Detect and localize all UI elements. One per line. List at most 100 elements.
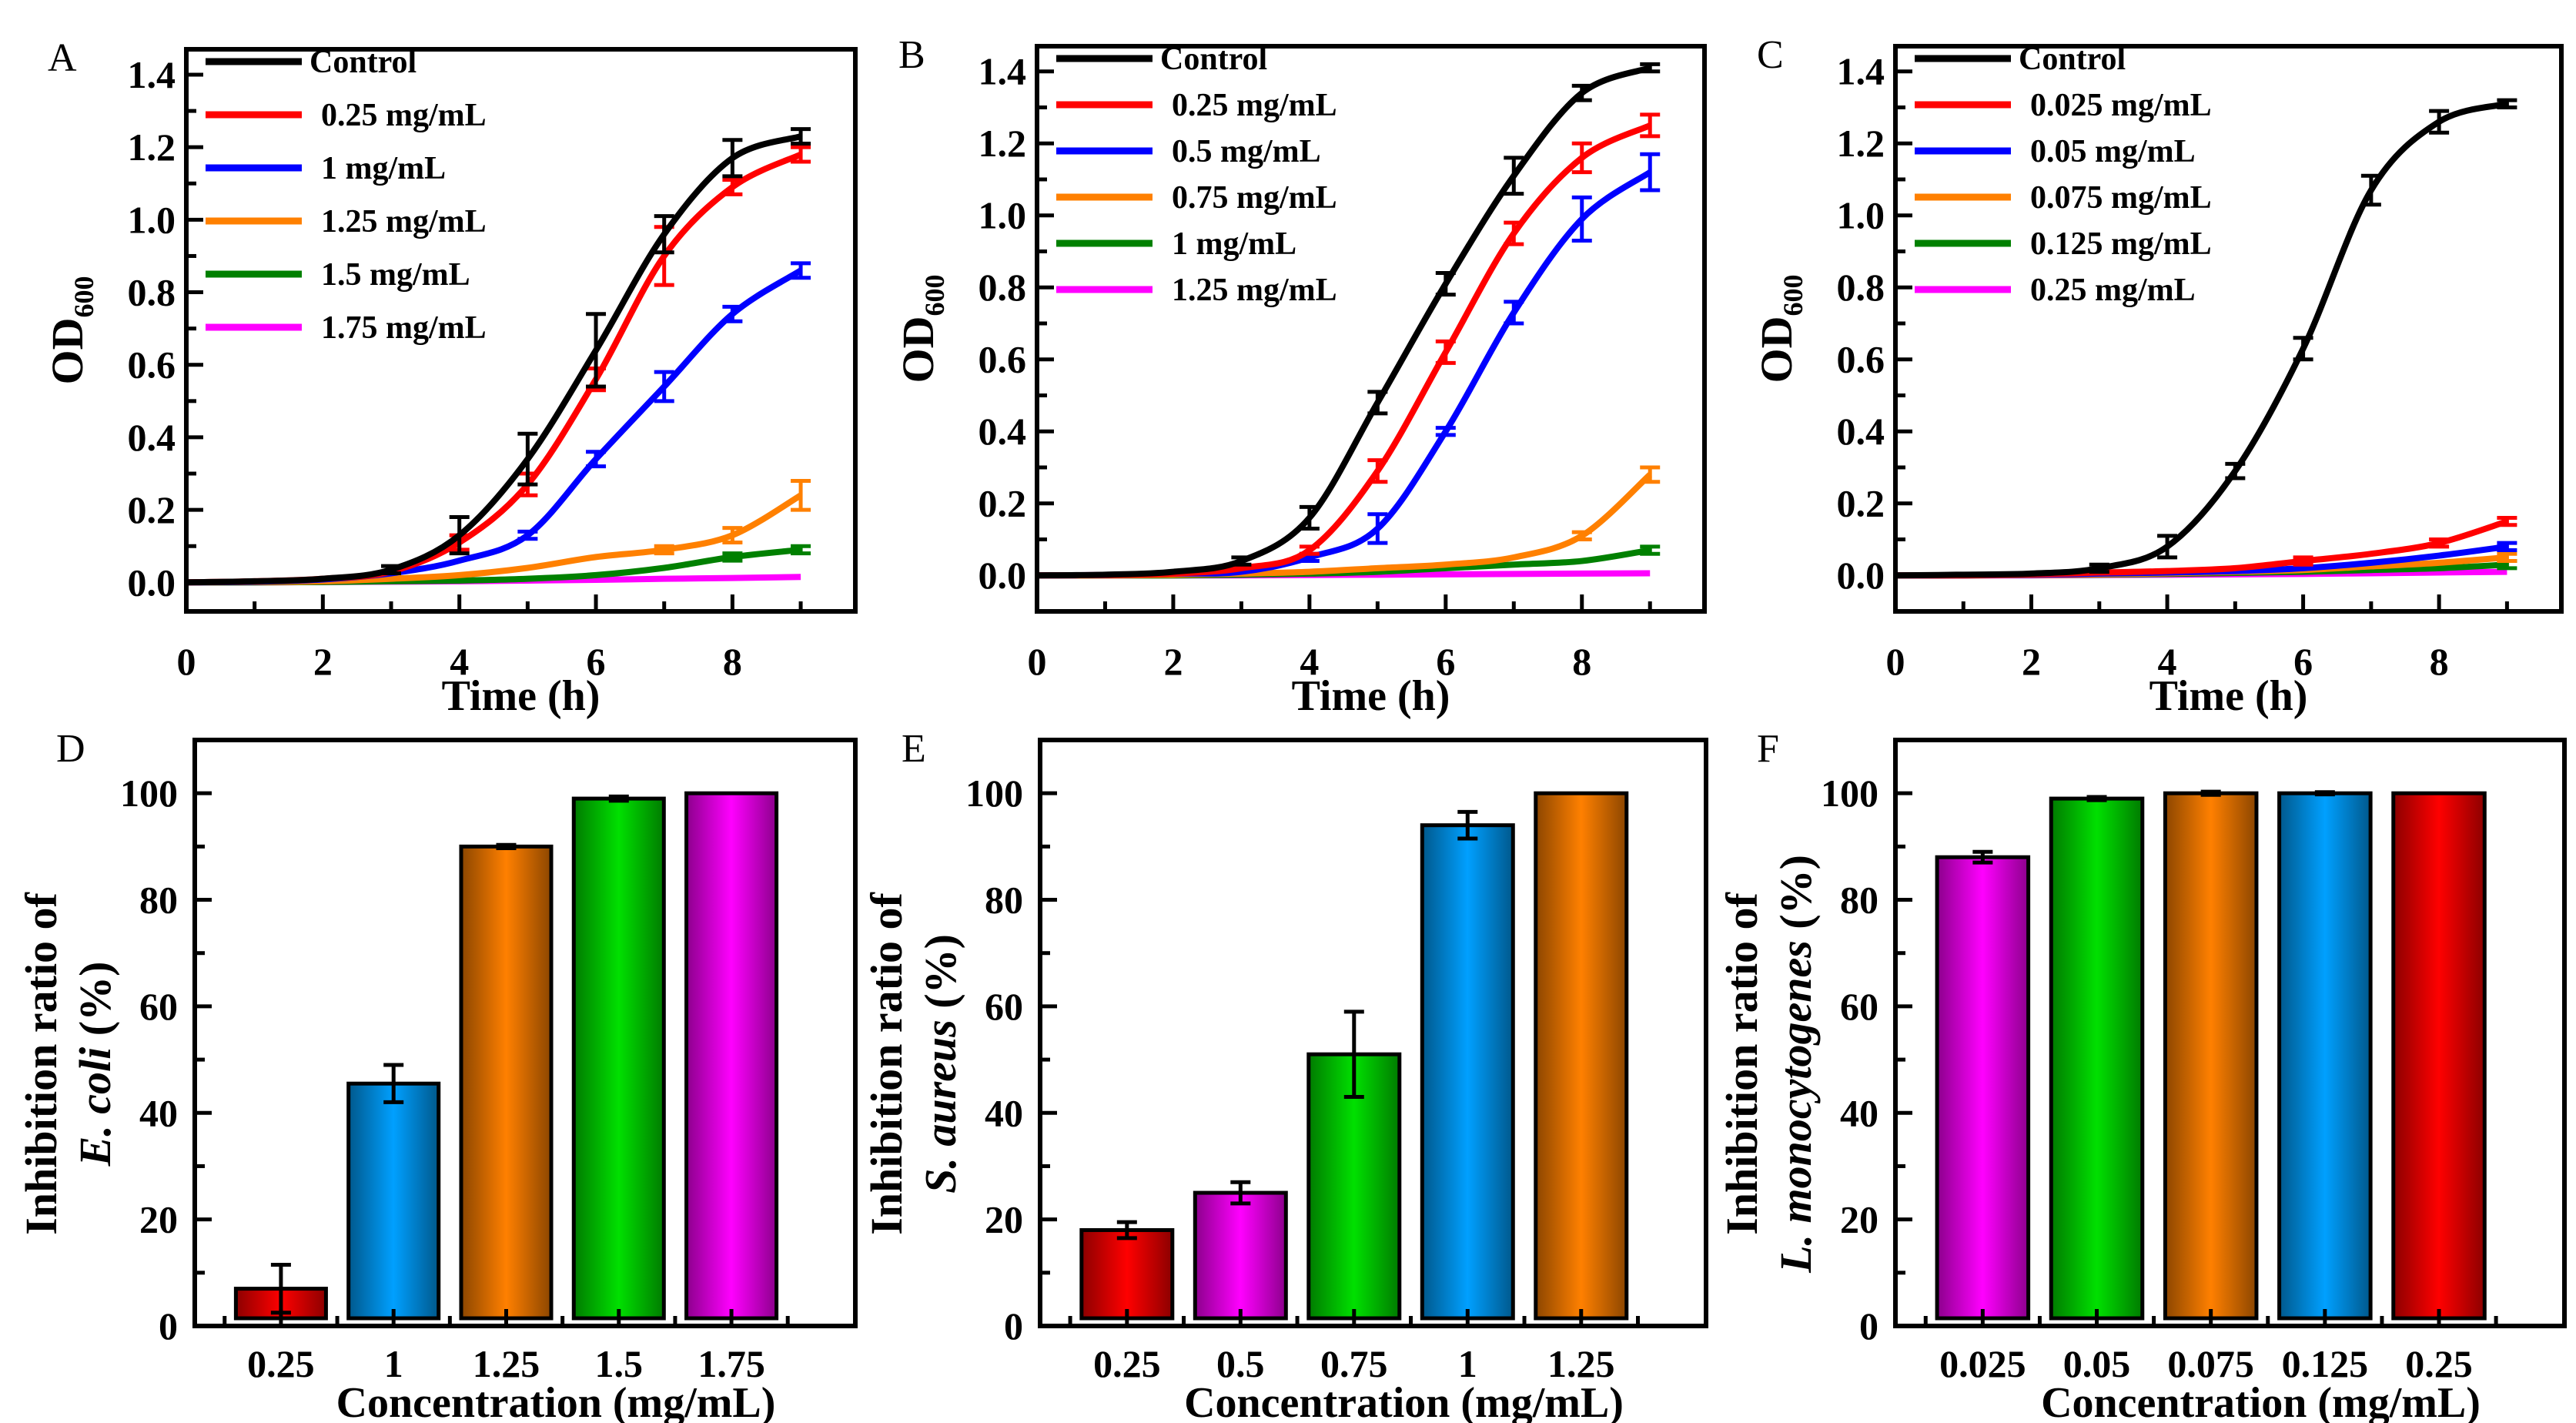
y-axis-title-subscript: 600 [919,275,950,316]
error-bar [1299,544,1320,556]
series-line [1036,122,1651,579]
y-axis-title-line1: Inhibition ratio of [1717,892,1767,1234]
error-bar [654,370,674,403]
x-tick-label: 6 [2293,640,2313,683]
y-tick-label: 0.2 [1837,482,1885,525]
error-bar [1230,1180,1251,1206]
y-axis-title-line2: S. aureus (%) [915,934,965,1194]
y-tick-label: 0.4 [1837,410,1885,453]
y-tick-label: 0.4 [979,410,1027,453]
bar [2277,791,2373,1321]
y-tick-label: 1.2 [1837,122,1885,165]
y-tick-label: 20 [985,1198,1023,1241]
legend: Control 0.25 mg/mL 0.5 mg/mL 0.75 mg/mL 1 mg… [1056,42,1337,308]
error-bar [517,431,538,487]
bar [571,796,666,1321]
bar [2391,791,2487,1321]
series-line [1036,65,1651,579]
bar [1420,823,1515,1321]
x-tick-label: 0.075 [2167,1342,2254,1385]
error-bar [381,564,402,576]
x-tick-label: 1 [1458,1342,1477,1385]
bar [2049,796,2145,1321]
error-bar [383,1063,404,1104]
y-tick-label: 40 [1840,1091,1878,1134]
legend-label: 1.25 mg/mL [1172,273,1337,308]
y-tick-label: 0.0 [979,554,1027,597]
y-axis-title-subscript: 600 [1778,275,1808,316]
error-bar [1640,465,1661,484]
x-tick-label: 0.125 [2282,1342,2369,1385]
series-line [186,492,803,586]
panel-d: D 0.25 1 1.25 1.5 1.75 0 20 40 60 80 100 Concentrati… [16,727,858,1423]
error-bar [2497,551,2517,564]
error-bar [586,450,607,469]
y-tick-label: 1.2 [979,122,1027,165]
y-axis-title-unit: (%) [70,962,120,1047]
plot-frame [192,738,858,1328]
y-axis-title-line2: L. monocytogenes (%) [1771,855,1821,1274]
y-tick-label: 1.4 [1837,50,1885,93]
error-bar [722,178,743,196]
y-tick-label: 0 [1859,1304,1878,1348]
y-tick-label: 0.8 [979,266,1027,309]
y-axis-title-main: OD [1751,316,1802,383]
error-bar [1116,1220,1137,1241]
error-bar [1571,141,1592,175]
y-tick-label: 0.4 [128,416,176,459]
y-tick-label: 60 [139,985,178,1028]
error-bar [1231,555,1252,567]
error-bar [496,842,517,850]
error-bar [1504,220,1524,246]
y-axis-title-unit: (%) [915,934,965,1020]
x-tick-label: 0.25 [1093,1342,1161,1385]
x-tick-label: 2 [1163,640,1183,683]
x-tick-label: 0.5 [1216,1342,1265,1385]
error-bar [722,304,743,323]
legend-label: 0.25 mg/mL [1172,88,1337,123]
bar [1935,855,2031,1321]
error-bar [1640,544,1661,556]
y-axis-title-subscript: 600 [69,276,99,318]
bar [1193,1190,1288,1321]
y-axis-title-species: E. coli [70,1047,120,1167]
legend: Control 0.025 mg/mL 0.05 mg/mL 0.075 mg/mL 0… [1915,42,2212,308]
y-tick-label: 0.2 [128,488,176,531]
error-bar [1367,390,1388,416]
x-tick-label: 6 [1436,640,1455,683]
y-axis-title: OD600 [893,275,950,383]
x-tick-label: 1.5 [595,1342,644,1385]
x-tick-label: 0.05 [2063,1342,2131,1385]
y-tick-label: 1.0 [128,198,176,241]
y-tick-label: 0 [1004,1304,1023,1348]
legend-label: 0.05 mg/mL [2030,134,2196,169]
panel-label: E [902,727,926,771]
panel-label: F [1757,727,1779,771]
panel-e: E 0.25 0.5 0.75 1 1.25 0 20 40 60 80 100 Concentrati… [861,727,1708,1423]
legend-label: 1.5 mg/mL [321,257,470,293]
y-tick-label: 1.4 [979,50,1027,93]
plot-frame [1035,44,1707,614]
plot-frame [1893,738,2567,1328]
panel-f: F 0.025 0.05 0.075 0.125 0.25 0 20 40 60 80 100 Conc… [1717,727,2567,1423]
y-axis-title-species: S. aureus [915,1020,965,1194]
y-tick-label: 60 [985,985,1023,1028]
error-bar [1457,809,1478,841]
bar [2163,791,2259,1321]
error-bar [2497,541,2517,553]
legend-label: Control [1160,42,1267,77]
y-axis-title-main: OD [893,316,943,383]
x-tick-label: 8 [1572,640,1591,683]
legend-label: Control [309,45,417,80]
error-bar [2293,336,2313,362]
y-tick-label: 0.8 [128,271,176,314]
y-tick-label: 0.0 [128,561,176,604]
x-tick-label: 0.25 [247,1342,315,1385]
bar [1079,1227,1175,1321]
x-tick-label: 2 [2022,640,2041,683]
legend-label: 1.75 mg/mL [321,310,487,346]
error-bar [791,544,811,556]
x-tick-label: 0 [1886,640,1905,683]
error-bar [722,526,743,545]
error-bar [722,551,743,563]
